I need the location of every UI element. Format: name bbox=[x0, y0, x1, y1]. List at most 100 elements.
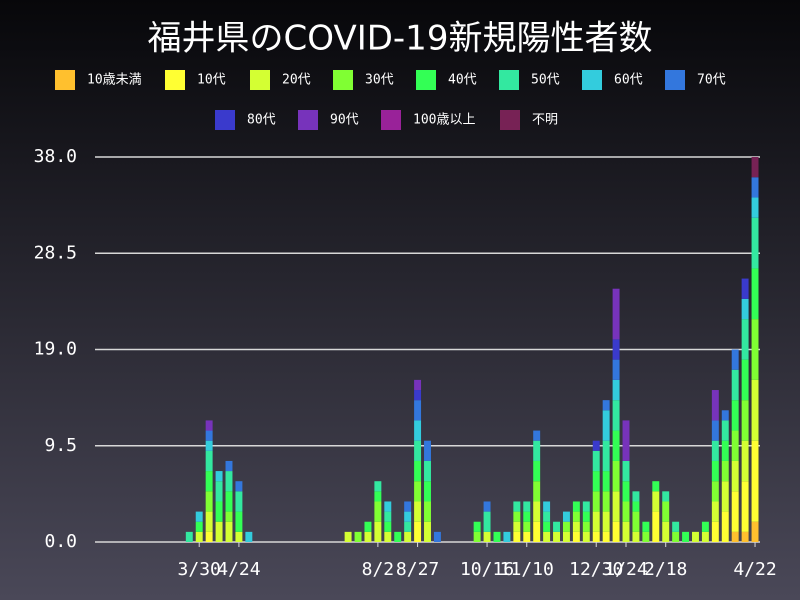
bar-segment bbox=[414, 521, 422, 542]
bar-segment bbox=[205, 440, 213, 451]
bar-segment bbox=[225, 460, 233, 472]
bar-segment bbox=[562, 521, 570, 532]
bar-segment bbox=[652, 511, 660, 542]
bar-segment bbox=[692, 531, 699, 542]
bar-segment bbox=[731, 531, 739, 542]
y-tick-label: 38.0 bbox=[34, 146, 77, 167]
bar-segment bbox=[751, 379, 759, 441]
bar-segment bbox=[741, 319, 749, 360]
bar-segment bbox=[612, 359, 620, 380]
bar-segment bbox=[721, 420, 729, 441]
bar-segment bbox=[374, 521, 382, 542]
bar-segment bbox=[225, 471, 233, 492]
bar-segment bbox=[553, 531, 561, 542]
y-tick-label: 0.0 bbox=[44, 531, 77, 552]
legend-label: 50代 bbox=[531, 73, 560, 88]
bar-segment bbox=[612, 339, 620, 360]
bar-segment bbox=[235, 481, 243, 492]
bar-segment bbox=[572, 501, 580, 512]
bar-segment bbox=[741, 531, 749, 542]
bar-segment bbox=[215, 481, 223, 502]
legend-swatch bbox=[250, 70, 270, 90]
bar-segment bbox=[751, 521, 759, 542]
bar-segment bbox=[701, 531, 709, 542]
bar-segment bbox=[652, 491, 660, 512]
legend-swatch bbox=[215, 110, 235, 130]
bar-segment bbox=[612, 400, 620, 431]
legend-label: 70代 bbox=[697, 73, 726, 88]
legend-swatch bbox=[416, 70, 436, 90]
legend-label: 30代 bbox=[365, 73, 394, 88]
bar-segment bbox=[731, 349, 739, 370]
bar-segment bbox=[205, 471, 213, 492]
legend-label: 100歳以上 bbox=[413, 113, 475, 128]
y-tick-label: 28.5 bbox=[34, 242, 77, 263]
x-tick-label: 1/24 bbox=[604, 559, 647, 580]
legend: 10歳未満 10代 20代 30代 40代 50代 60代 70代 80代 90代 100歳以上 不明 bbox=[55, 70, 726, 130]
bar-segment bbox=[751, 157, 759, 178]
bar-segment bbox=[533, 481, 541, 502]
bar-segment bbox=[533, 460, 541, 482]
bar-segment bbox=[572, 511, 580, 522]
bar-segment bbox=[394, 531, 402, 542]
legend-swatch bbox=[582, 70, 602, 90]
bar-segment bbox=[483, 531, 491, 542]
bar-segment bbox=[195, 531, 203, 542]
bar-segment bbox=[215, 501, 223, 522]
bar-segment bbox=[721, 481, 729, 512]
bar-segment bbox=[741, 400, 749, 441]
bar-segment bbox=[672, 521, 680, 532]
legend-label: 20代 bbox=[282, 73, 311, 88]
bar-segment bbox=[384, 531, 392, 542]
bar-segment bbox=[424, 521, 431, 542]
bar-segment bbox=[751, 319, 759, 380]
bar-segment bbox=[642, 531, 650, 542]
bar-segment bbox=[433, 531, 441, 542]
bar-segment bbox=[741, 359, 749, 401]
bar-segment bbox=[205, 511, 213, 532]
y-tick-label: 19.0 bbox=[34, 339, 77, 360]
legend-swatch bbox=[165, 70, 185, 90]
x-tick-label: 8/27 bbox=[396, 559, 439, 580]
bar-segment bbox=[205, 450, 213, 472]
bar-segment bbox=[642, 521, 650, 532]
bar-segment bbox=[711, 481, 719, 502]
bar-segment bbox=[582, 531, 590, 542]
bar-segment bbox=[632, 511, 640, 532]
bar-segment bbox=[592, 511, 600, 532]
bar-segment bbox=[543, 531, 551, 542]
bar-segment bbox=[602, 511, 610, 532]
bar-segment bbox=[741, 481, 749, 532]
bar-segment bbox=[662, 501, 670, 522]
bar-segment bbox=[701, 521, 709, 532]
bar-segment bbox=[622, 501, 630, 522]
bar-segment bbox=[612, 460, 620, 492]
legend-label: 10代 bbox=[197, 73, 226, 88]
bar-segment bbox=[602, 491, 610, 512]
bar-segment bbox=[424, 440, 431, 461]
bar-segment bbox=[513, 511, 521, 522]
bar-segment bbox=[473, 521, 481, 532]
chart-title: 福井県のCOVID-19新規陽性者数 bbox=[148, 19, 653, 59]
legend-swatch bbox=[298, 110, 318, 130]
bar-segment bbox=[523, 531, 531, 542]
bar-segment bbox=[622, 481, 630, 502]
bar-segment bbox=[424, 460, 431, 482]
bar-segment bbox=[711, 521, 719, 542]
x-tick-label: 2/18 bbox=[644, 559, 687, 580]
bar-segment bbox=[414, 440, 422, 461]
bar-segment bbox=[374, 481, 382, 492]
bar-segment bbox=[404, 501, 412, 512]
bar-segment bbox=[513, 501, 521, 512]
legend-label: 80代 bbox=[247, 113, 276, 128]
bar-segment bbox=[523, 521, 531, 532]
bar-segment bbox=[602, 410, 610, 441]
bar-segment bbox=[543, 511, 551, 522]
bar-segment bbox=[374, 501, 382, 522]
bar-segment bbox=[592, 450, 600, 472]
bar-segment bbox=[205, 420, 213, 431]
bar-segment bbox=[424, 481, 431, 502]
bar-segment bbox=[513, 521, 521, 532]
bar-segment bbox=[195, 511, 203, 522]
bar-segment bbox=[592, 531, 600, 542]
